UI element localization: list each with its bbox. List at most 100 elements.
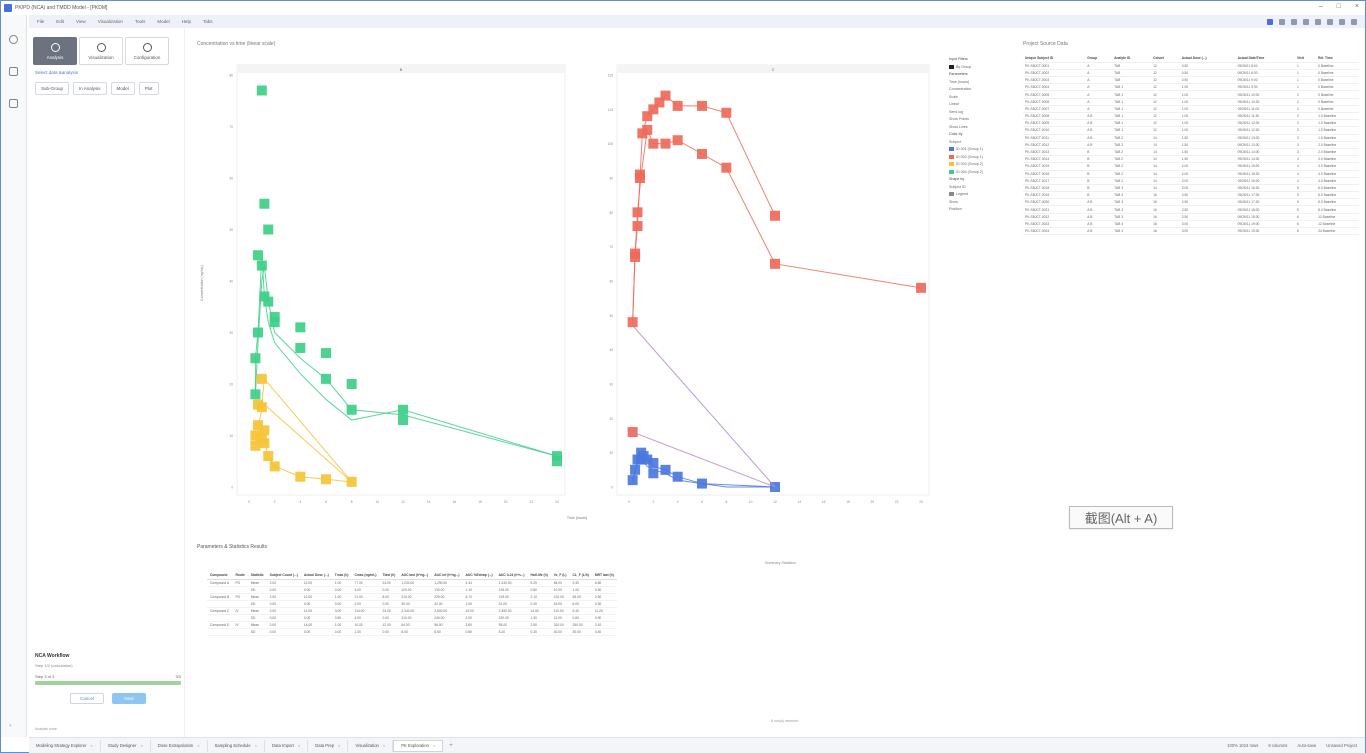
table-row[interactable]: PK-SBJCT-0011 A B TAB 2 14 1.50 09/26/11 13:0… [1023,134,1359,142]
source-data-table[interactable]: Unique Subject ID Group Analyte ID Cohort Ac… [1023,55,1359,236]
table-row[interactable]: PK-SBJCT-0014 B TAB 2 14 1.50 09/26/11 14:30 4… [1023,155,1359,164]
status-tab[interactable]: Data Import × [265,739,309,752]
table-row[interactable]: Compound C IV Mean 2.00 14.00 3.00 114.00 24.00… [207,607,617,615]
status-tab[interactable]: Modeling Strategy Explorer × [29,739,101,752]
column-header[interactable]: Actual Dose (...) [1179,55,1236,63]
close-icon[interactable]: × [297,743,301,748]
search-icon[interactable] [1291,18,1297,25]
close-icon[interactable]: × [338,743,341,748]
table-row[interactable]: PK-SBJCT-0013 B TAB 2 14 1.50 09/26/11 14:00 3… [1023,148,1359,157]
table-row[interactable]: PK-SBJCT-0001 A TAB 12 0.50 09/26/11 8:00 1 0 B… [1023,62,1359,70]
legend-option[interactable]: Show Points [949,117,969,121]
chip-button[interactable]: Plot [138,82,159,95]
column-header[interactable]: Actual Date/Time [1235,55,1295,63]
column-header[interactable]: Compound [207,572,233,580]
close-icon[interactable]: × [254,743,258,748]
column-header[interactable]: MRT last (h) [591,572,617,580]
close-icon[interactable]: × [432,743,436,748]
legend-option[interactable]: Show [949,199,958,204]
table-row[interactable]: PK-SBJCT-0016 B TAB 2 14 2.00 09/26/11 15:30 4… [1023,170,1359,178]
table-row[interactable]: PK-SBJCT-0020 A B TAB 3 16 2.50 09/26/11 17:3… [1023,198,1359,207]
table-row[interactable]: PK-SBJCT-0004 A TAB 1 12 1.00 09/26/11 9:30 1 0… [1023,83,1359,92]
document-icon[interactable] [9,67,18,76]
menu-item[interactable]: Tools [134,19,146,24]
chart-icon[interactable] [1303,18,1309,25]
status-tab[interactable]: Data Prep × [308,739,349,752]
column-header[interactable]: Unique Subject ID [1023,55,1086,63]
table-row[interactable]: PK-SBJCT-0024 A B TAB 4 16 3.00 09/26/11 19:3… [1023,227,1359,236]
table-row[interactable]: PK-SBJCT-0010 A B TAB 1 12 1.00 09/26/11 12:3… [1023,126,1359,135]
menu-item[interactable]: Tabs [202,19,213,24]
next-button[interactable]: Next [112,693,146,704]
table-row[interactable]: PK-SBJCT-0002 A TAB 12 0.50 09/26/11 8:30 1 0 B… [1023,69,1359,78]
chip-button[interactable]: Model [110,82,135,95]
settings-icon[interactable] [1339,18,1345,25]
table-row[interactable]: PK-SBJCT-0019 B TAB 3 16 2.50 09/26/11 17:00 5… [1023,191,1359,200]
column-header[interactable]: CL_F (L/h) [569,572,592,580]
legend-entry[interactable]: ID 004 (Group 2) [949,169,1009,174]
table-row[interactable]: Compound A PO Mean 2.00 12.00 1.00 77.00 24.00 1… [207,579,617,587]
table-row[interactable]: PK-SBJCT-0022 A B TAB 3 16 2.50 09/26/11 18:3… [1023,213,1359,221]
status-tab[interactable]: Sampling Schedule × [208,739,266,752]
legend-option[interactable]: Show Lines [949,124,968,129]
menu-item[interactable]: File [37,19,45,24]
column-header[interactable]: Analyte ID [1112,55,1152,63]
table-row[interactable]: PK-SBJCT-0005 A TAB 1 12 1.00 09/26/11 10:00 2… [1023,90,1359,99]
table-row[interactable]: PK-SBJCT-0021 A B TAB 3 16 2.50 09/26/11 18:0… [1023,205,1359,214]
table-row[interactable]: PK-SBJCT-0017 B TAB 2 14 2.00 09/26/11 16:00 4… [1023,177,1359,185]
table-row[interactable]: Compound D IV Mean 2.00 14.00 1.00 10.00 12.00 5… [207,621,617,629]
table-row[interactable]: PK-SBJCT-0009 A B TAB 1 12 1.00 09/26/11 12:0… [1023,119,1359,128]
menu-item[interactable]: Model [157,19,170,24]
column-header[interactable]: Rel. Time [1316,55,1359,63]
legend-option[interactable]: Scale [949,94,958,99]
menu-item[interactable]: Edit [56,19,65,24]
chip-button[interactable]: Sub-Group [35,82,70,95]
add-tab-button[interactable]: + [449,742,453,749]
status-tab[interactable]: Study Designer × [101,739,151,752]
column-header[interactable]: Route [232,572,248,580]
column-header[interactable]: AUC inf (h*ng...) [431,572,463,580]
column-header[interactable]: AUC last (h*ng...) [398,572,432,580]
close-icon[interactable]: × [382,743,386,748]
legend-entry[interactable]: ID 001 (Group 1) [949,147,1009,151]
table-row[interactable]: PK-SBJCT-0015 B TAB 2 14 2.00 09/26/11 15:00 4… [1023,162,1359,171]
table-row[interactable]: PK-SBJCT-0003 A TAB 12 0.50 09/26/11 9:00 1 0 B… [1023,76,1359,85]
user-icon[interactable] [1351,18,1357,25]
column-header[interactable]: Visit [1295,55,1317,63]
column-header[interactable]: Tlast (h) [379,572,399,580]
column-header[interactable]: Subject Count (...) [266,572,301,580]
column-header[interactable]: Group [1085,55,1113,63]
legend-option[interactable]: Linear [949,102,959,106]
column-header[interactable]: Half-life (h) [527,572,551,580]
tab-analysis[interactable]: Analysis [33,37,77,65]
table-row[interactable]: PK-SBJCT-0006 A TAB 1 12 1.00 09/26/11 10:30 2… [1023,98,1359,106]
column-header[interactable]: AUC 0-24 (h*n...) [495,572,528,580]
legend-option[interactable]: By Group [949,64,1009,69]
column-header[interactable]: Cmax (ng/mL) [351,572,380,580]
legend-option[interactable]: Subject ID [949,184,966,189]
tab-visualization[interactable]: Visualization [79,37,123,65]
status-tab[interactable]: PK Exploration × [393,739,444,752]
column-header[interactable]: Vz_F (L) [550,572,570,580]
table-row[interactable]: PK-SBJCT-0023 A B TAB 4 16 3.00 09/26/11 19:0… [1023,220,1359,229]
status-tab[interactable]: Dose Extrapolation × [151,739,208,752]
column-header[interactable]: Tmax (h) [331,572,352,580]
legend-entry[interactable]: ID 003 (Group 2) [949,162,1009,166]
table-row[interactable]: PK-SBJCT-0007 A TAB 1 12 1.00 09/26/11 11:00 2… [1023,105,1359,114]
cursor-icon[interactable] [1267,18,1273,25]
column-header[interactable]: Actual Dose (...) [300,572,332,580]
column-header[interactable]: Statistic [247,572,267,580]
legend-option[interactable]: Semi-log [949,109,964,114]
select-data-link[interactable]: Select data &analysis [35,70,79,75]
filter-icon[interactable] [1327,18,1333,25]
save-icon[interactable] [1279,18,1285,25]
legend-option[interactable]: Time (hours) [949,79,970,84]
chart-icon[interactable] [9,99,18,108]
close-icon[interactable]: × [1354,3,1359,10]
table-row[interactable]: SD 0.00 0.00 0.00 1.00 0.00 8.00 8.50 0.80 8.20 0.… [207,628,617,636]
help-icon[interactable]: ? [9,723,12,728]
tab-configuration[interactable]: Configuration [125,37,169,65]
legend-option[interactable]: Position [949,207,962,211]
table-row[interactable]: SD 0.00 0.00 0.00 3.00 0.00 120.00 130.00 1.10 12… [207,586,617,594]
close-icon[interactable]: × [140,743,143,748]
